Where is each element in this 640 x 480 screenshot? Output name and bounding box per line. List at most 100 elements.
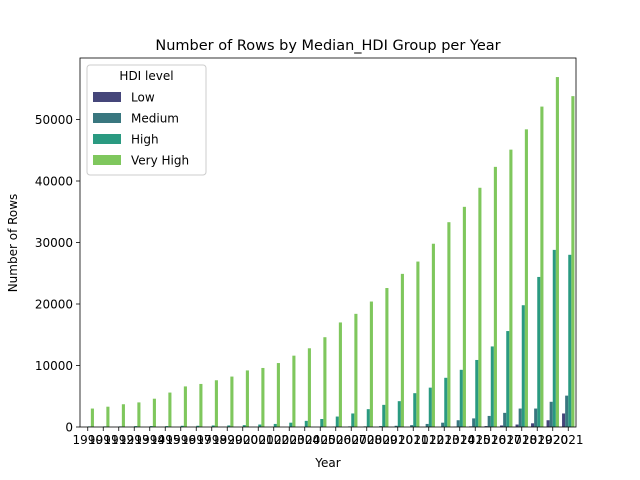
bar-high-1996 xyxy=(180,425,184,427)
bar-medium-2016 xyxy=(487,415,491,427)
bar-very-high-2011 xyxy=(416,261,420,427)
x-tick-label: 1997 xyxy=(181,433,212,447)
y-tick-label: 10000 xyxy=(35,359,73,373)
bar-very-high-1994 xyxy=(152,398,156,427)
bar-high-1999 xyxy=(227,425,231,427)
x-tick-label: 1999 xyxy=(212,433,243,447)
bar-very-high-2021 xyxy=(571,96,575,427)
x-tick-label: 1991 xyxy=(88,433,119,447)
bar-very-high-2007 xyxy=(354,313,358,427)
bars-group xyxy=(87,77,575,428)
y-tick-label: 20000 xyxy=(35,298,73,312)
legend-swatch-medium xyxy=(93,113,121,123)
bar-high-2008 xyxy=(366,409,370,427)
bar-medium-2015 xyxy=(472,418,476,427)
bar-very-high-2014 xyxy=(462,206,466,427)
plot-frame xyxy=(79,57,577,428)
x-tick-label: 2001 xyxy=(243,433,274,447)
bar-very-high-2005 xyxy=(323,337,327,427)
bar-high-2011 xyxy=(413,393,417,427)
x-tick-label: 1990 xyxy=(72,433,103,447)
bar-very-high-2000 xyxy=(245,370,249,427)
bar-high-2006 xyxy=(335,416,339,427)
x-tick-label: 2003 xyxy=(274,433,305,447)
bar-low-2017 xyxy=(500,425,504,427)
bar-very-high-2020 xyxy=(555,77,559,427)
x-tick-label: 1993 xyxy=(119,433,150,447)
x-tick-label: 2019 xyxy=(522,433,553,447)
x-tick-label: 2017 xyxy=(491,433,522,447)
legend-swatch-high xyxy=(93,134,121,144)
bar-high-1995 xyxy=(165,426,169,427)
bar-very-high-2002 xyxy=(276,363,280,427)
chart-title: Number of Rows by Median_HDI Group per Y… xyxy=(155,38,500,54)
bar-high-2005 xyxy=(320,419,324,427)
bar-high-2000 xyxy=(242,425,246,427)
x-tick-label: 2002 xyxy=(258,433,289,447)
bar-medium-2011 xyxy=(410,425,414,427)
bar-medium-2012 xyxy=(425,423,429,427)
bar-medium-2017 xyxy=(503,412,507,427)
bar-very-high-1993 xyxy=(137,402,141,427)
bar-very-high-2003 xyxy=(292,355,296,427)
x-tick-label: 2020 xyxy=(537,433,568,447)
bar-high-2017 xyxy=(506,331,510,427)
bar-high-2021 xyxy=(568,254,572,427)
bar-medium-2010 xyxy=(394,425,398,427)
bar-high-2013 xyxy=(444,377,448,427)
bar-very-high-2006 xyxy=(338,322,342,427)
bar-high-1997 xyxy=(196,425,200,427)
bar-very-high-2008 xyxy=(369,301,373,427)
bar-medium-2018 xyxy=(518,408,522,427)
x-tick-label: 2014 xyxy=(444,433,475,447)
x-tick-label: 1998 xyxy=(196,433,227,447)
bar-high-1993 xyxy=(134,426,138,427)
bar-very-high-1996 xyxy=(183,386,187,427)
bar-very-high-1995 xyxy=(168,392,172,427)
legend-label-high: High xyxy=(131,133,159,147)
legend-label-medium: Medium xyxy=(131,112,179,126)
bar-low-2018 xyxy=(515,424,519,427)
y-tick-label: 40000 xyxy=(35,175,73,189)
x-tick-label: 2005 xyxy=(305,433,336,447)
bar-low-2021 xyxy=(562,413,566,427)
y-tick-label: 50000 xyxy=(35,113,73,127)
bar-very-high-2019 xyxy=(540,106,544,427)
bar-high-2003 xyxy=(289,422,293,427)
x-tick-label: 1995 xyxy=(150,433,181,447)
bar-very-high-2012 xyxy=(431,243,435,427)
x-tick-label: 2007 xyxy=(336,433,367,447)
bar-very-high-1990 xyxy=(90,408,94,427)
bar-high-2015 xyxy=(475,359,479,427)
bar-high-2016 xyxy=(490,346,494,427)
legend-swatch-low xyxy=(93,92,121,102)
x-tick-label: 2016 xyxy=(475,433,506,447)
bar-high-2014 xyxy=(459,369,463,427)
bar-very-high-1999 xyxy=(230,376,234,427)
x-tick-label: 2008 xyxy=(351,433,382,447)
bar-medium-2020 xyxy=(549,401,553,427)
bar-very-high-1998 xyxy=(214,380,218,427)
bar-high-2020 xyxy=(552,249,556,427)
bar-high-2010 xyxy=(397,401,401,427)
x-tick-label: 2012 xyxy=(413,433,444,447)
bar-high-2001 xyxy=(258,424,262,427)
bar-very-high-2018 xyxy=(524,129,528,427)
bar-high-2009 xyxy=(382,404,386,427)
bar-low-2016 xyxy=(484,426,488,427)
bar-high-2004 xyxy=(304,420,308,427)
x-tick-label: 2015 xyxy=(460,433,491,447)
x-tick-label: 2018 xyxy=(506,433,537,447)
y-axis: 0 10000 20000 30000 40000 50000 xyxy=(35,113,80,435)
bar-very-high-2009 xyxy=(385,288,389,427)
y-tick-label: 30000 xyxy=(35,236,73,250)
bar-very-high-1992 xyxy=(121,404,125,427)
bar-high-1998 xyxy=(211,425,215,427)
x-tick-label: 2006 xyxy=(320,433,351,447)
legend-title: HDI level xyxy=(119,69,173,83)
bar-high-2019 xyxy=(537,276,541,427)
legend: HDI level Low Medium High Very High xyxy=(86,64,207,176)
bar-very-high-2013 xyxy=(447,222,451,427)
x-tick-label: 2009 xyxy=(367,433,398,447)
x-tick-label: 2004 xyxy=(289,433,320,447)
